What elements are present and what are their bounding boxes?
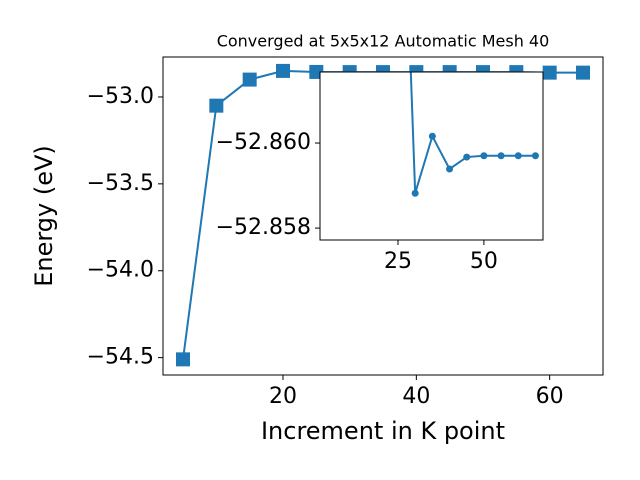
- marker: [542, 65, 557, 80]
- marker: [428, 132, 436, 140]
- x-axis-label: Increment in K point: [261, 417, 505, 445]
- marker: [446, 165, 454, 173]
- x-tick-label: 40: [402, 384, 430, 409]
- marker: [276, 63, 290, 78]
- marker: [176, 352, 190, 367]
- y-tick-label: −53.5: [87, 171, 154, 196]
- axes-frame: [319, 71, 544, 241]
- x-tick-label: 25: [384, 249, 412, 274]
- marker: [497, 152, 505, 160]
- chart-title: Converged at 5x5x12 Automatic Mesh 40: [217, 32, 550, 51]
- y-tick-label: −54.5: [87, 345, 154, 370]
- y-tick-label: −52.858: [216, 215, 311, 240]
- plot-area: [409, 72, 539, 197]
- y-axis-label: Energy (eV): [30, 145, 58, 287]
- marker: [209, 98, 224, 113]
- marker: [463, 153, 471, 161]
- y-tick-label: −53.0: [87, 84, 154, 109]
- marker: [514, 152, 522, 160]
- x-tick-label: 50: [470, 249, 498, 274]
- marker: [411, 189, 419, 197]
- y-tick-label: −54.0: [87, 258, 154, 283]
- x-tick-label: 20: [269, 384, 297, 409]
- marker: [576, 65, 590, 80]
- marker: [480, 152, 488, 160]
- axes-frame: [162, 56, 604, 376]
- marker: [242, 72, 257, 87]
- x-tick-label: 60: [536, 384, 564, 409]
- marker: [531, 152, 539, 160]
- y-tick-label: −52.860: [216, 130, 311, 155]
